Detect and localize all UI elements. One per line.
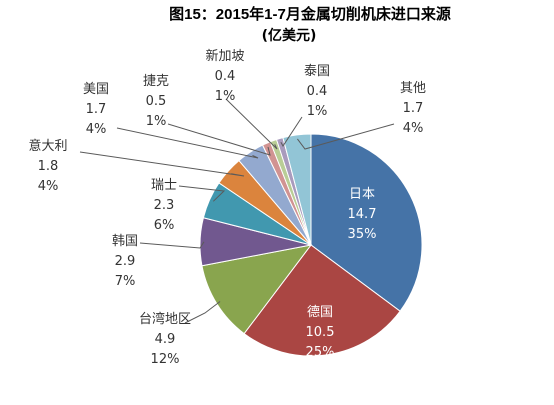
slice-name: 台湾地区 [139, 311, 191, 327]
slice-value: 1.8 [38, 159, 59, 174]
slice-label-8: 捷克 0.5 1% [143, 74, 169, 129]
slice-label-9: 新加坡 0.4 1% [205, 48, 244, 104]
slice-label-10: 泰国 0.4 1% [304, 64, 330, 119]
leader-line-5 [178, 185, 226, 202]
slice-value: 2.3 [154, 198, 175, 213]
pie-slice-2 [243, 244, 401, 357]
slice-value: 2.9 [115, 254, 136, 269]
slice-value: 10.5 [306, 325, 335, 340]
slice-value: 4.9 [155, 332, 176, 347]
slice-percent: 4% [86, 122, 107, 137]
data-labels: 日本 14.7 35% 德国 10.5 25% 台湾地区 4.9 12% 韩国 2.9 7% 瑞士 2.3… [28, 48, 426, 367]
slice-value: 0.4 [307, 84, 328, 99]
slice-label-11: 其他 1.7 4% [400, 81, 426, 136]
leader-line-4 [139, 241, 205, 249]
slice-name: 日本 [349, 187, 375, 202]
slice-label-4: 韩国 2.9 7% [112, 234, 138, 289]
slice-value: 0.4 [215, 69, 236, 84]
slice-value: 1.7 [86, 102, 107, 117]
leader-lines [79, 98, 395, 324]
slice-percent: 6% [154, 218, 175, 233]
pie-slice-1 [310, 133, 423, 312]
slice-percent: 1% [146, 114, 167, 129]
slice-percent: 4% [38, 179, 59, 194]
leader-line-8 [167, 123, 271, 156]
slice-label-7: 美国 1.7 4% [83, 82, 109, 137]
chart-subtitle: (亿美元) [262, 27, 317, 44]
slice-label-3: 台湾地区 4.9 12% [139, 311, 191, 367]
slice-label-2: 德国 10.5 25% [306, 305, 335, 360]
slice-percent: 7% [115, 274, 136, 289]
leader-line-6 [79, 151, 245, 177]
slice-percent: 35% [348, 227, 377, 242]
slice-value: 14.7 [348, 207, 377, 222]
pie-slice-11 [282, 133, 312, 246]
slice-label-6: 意大利 1.8 4% [28, 138, 67, 194]
slice-percent: 4% [403, 121, 424, 136]
slice-percent: 25% [306, 345, 335, 360]
slice-name: 其他 [400, 81, 426, 96]
leader-line-9 [225, 98, 278, 150]
slice-value: 0.5 [146, 94, 167, 109]
slice-name: 美国 [83, 82, 109, 97]
leader-line-11 [297, 123, 395, 150]
pie-slices [199, 133, 423, 357]
slice-name: 新加坡 [205, 48, 244, 64]
slice-percent: 12% [151, 352, 180, 367]
slice-label-5: 瑞士 2.3 6% [151, 178, 177, 233]
slice-name: 韩国 [112, 234, 138, 249]
leader-line-3 [184, 301, 221, 324]
chart-title: 图15：2015年1-7月金属切削机床进口来源 [169, 5, 451, 23]
slice-name: 泰国 [304, 64, 330, 79]
slice-value: 1.7 [403, 101, 424, 116]
slice-percent: 1% [307, 104, 328, 119]
leader-line-10 [280, 116, 303, 147]
slice-percent: 1% [215, 89, 236, 104]
slice-label-1: 日本 14.7 35% [348, 187, 377, 242]
leader-line-7 [116, 127, 259, 159]
slice-name: 捷克 [143, 74, 169, 89]
slice-name: 意大利 [28, 138, 67, 154]
slice-name: 德国 [307, 305, 333, 320]
slice-name: 瑞士 [151, 178, 177, 193]
